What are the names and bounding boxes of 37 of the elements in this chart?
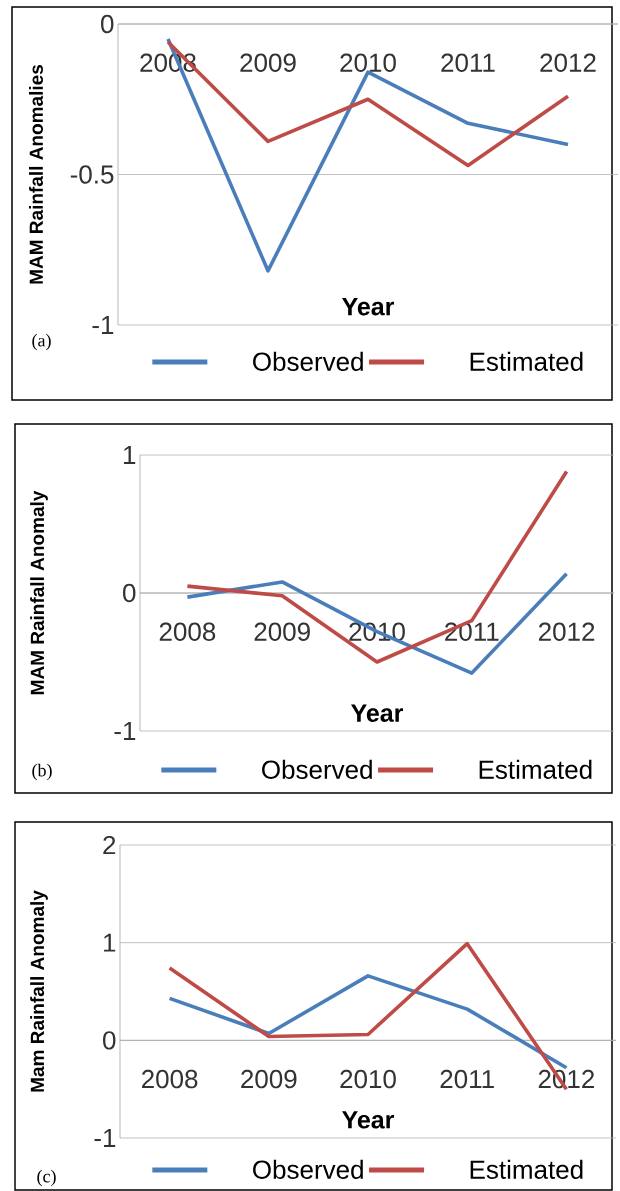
y-tick-label: 0 [123, 583, 136, 603]
legend-label: Observed [253, 351, 363, 371]
y-tick-label: -1 [114, 722, 136, 740]
x-axis-title: Year [351, 704, 404, 722]
x-tick-label: 2011 [440, 1069, 494, 1089]
x-axis-title: Year [342, 1111, 395, 1129]
x-tick-label: 2009 [254, 622, 310, 641]
x-tick-label: 2010 [340, 53, 396, 72]
line-series [167, 974, 569, 1070]
x-tick-label: 2008 [141, 1069, 198, 1089]
legend-label: Observed [262, 759, 372, 779]
y-tick-label: 0 [103, 1031, 116, 1050]
x-tick-label: 2009 [241, 1069, 297, 1089]
x-axis-title: Year [342, 298, 395, 316]
x-tick-label: 2012 [538, 622, 595, 641]
legend-label: Estimated [479, 759, 592, 779]
y-tick-label: 1 [123, 446, 136, 464]
y-tick-label: -1 [94, 1129, 116, 1147]
y-tick-label: -1 [92, 316, 114, 334]
y-axis-title: MAM Rainfall Anomaly [30, 490, 48, 695]
y-tick-label: 1 [103, 933, 116, 952]
x-tick-label: 2008 [159, 622, 216, 641]
y-axis-title: MAM Rainfall Anomalies [29, 64, 43, 284]
x-tick-label: 2009 [240, 53, 296, 72]
legend-label: Estimated [470, 1159, 583, 1179]
y-axis-title: Mam Rainfall Anomaly [30, 890, 48, 1092]
x-tick-label: 2010 [340, 1069, 396, 1089]
text: (c) [37, 1169, 56, 1187]
y-tick-label: 2 [103, 835, 116, 855]
legend-label: Estimated [470, 351, 583, 371]
x-tick-label: 2011 [441, 53, 495, 72]
y-tick-label: 0 [101, 14, 114, 34]
x-tick-label: 2012 [540, 53, 596, 72]
text: (a) [32, 333, 51, 351]
legend-label: Observed [253, 1159, 363, 1179]
text: (b) [32, 763, 52, 781]
y-tick-label: -0.5 [70, 165, 114, 184]
